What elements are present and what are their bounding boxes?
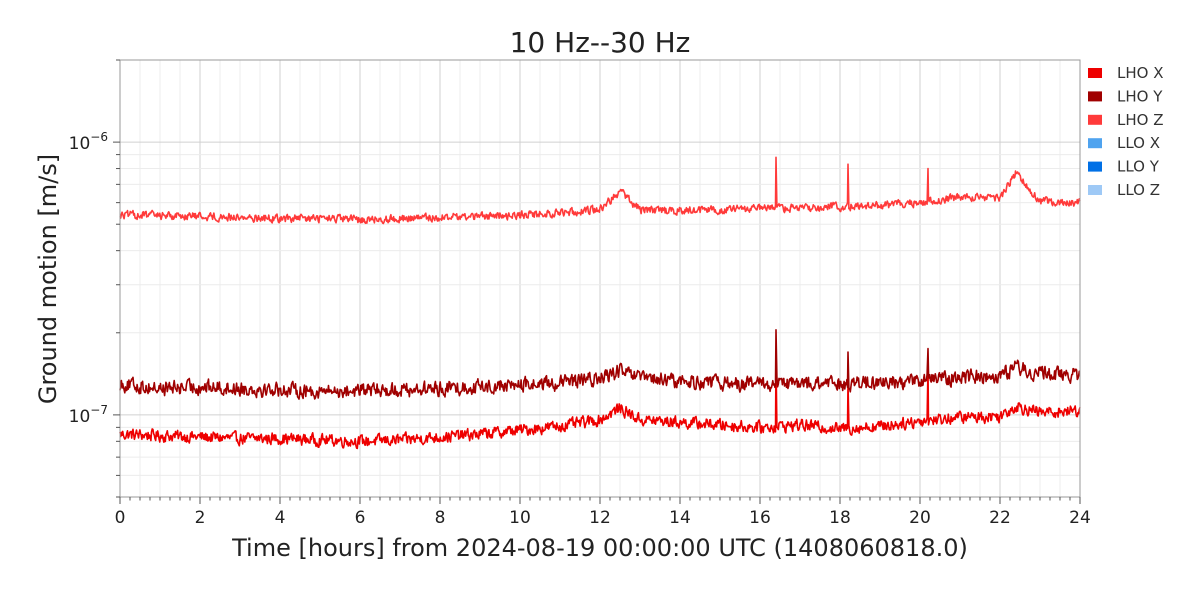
legend: LHO X LHO Y LHO Z LLO X LLO Y LLO Z [1088, 64, 1164, 199]
x-tick-label: 10 [509, 508, 531, 528]
x-tick-label: 14 [669, 508, 691, 528]
legend-label: LHO Y [1117, 87, 1163, 105]
x-tick-label: 16 [749, 508, 771, 528]
x-tick-label: 8 [435, 508, 446, 528]
legend-label: LLO Y [1117, 158, 1160, 176]
x-tick-label: 4 [275, 508, 286, 528]
series-line [119, 329, 1081, 400]
legend-swatch [1088, 91, 1102, 102]
y-tick-label: 10−6 [69, 130, 108, 154]
legend-swatch [1088, 114, 1102, 125]
legend-swatch [1088, 161, 1102, 172]
x-tick-label: 22 [989, 508, 1011, 528]
x-tick-label: 2 [195, 508, 206, 528]
series-line [119, 358, 1081, 450]
x-tick-label: 0 [115, 508, 126, 528]
x-axis: 0 2 4 6 8 10 12 14 16 18 20 22 24 [115, 497, 1091, 528]
legend-label: LLO Z [1117, 181, 1160, 199]
x-tick-label: 24 [1069, 508, 1091, 528]
x-tick-label: 18 [829, 508, 851, 528]
legend-label: LHO X [1117, 64, 1164, 82]
y-tick-label: 10−7 [69, 403, 108, 427]
x-tick-label: 20 [909, 508, 931, 528]
grid [119, 59, 1081, 498]
series-line [119, 156, 1081, 225]
y-axis: 10−7 10−6 [69, 59, 120, 498]
legend-swatch [1088, 68, 1102, 78]
legend-swatch [1088, 185, 1102, 195]
series-layer [119, 156, 1081, 450]
legend-label: LHO Z [1117, 111, 1164, 129]
x-axis-label: Time [hours] from 2024-08-19 00:00:00 UT… [231, 534, 968, 562]
chart-title: 10 Hz--30 Hz [510, 26, 691, 59]
y-axis-label: Ground motion [m/s] [34, 154, 62, 404]
x-tick-label: 6 [355, 508, 366, 528]
x-tick-label: 12 [589, 508, 611, 528]
legend-swatch [1088, 138, 1102, 149]
legend-label: LLO X [1117, 134, 1160, 152]
